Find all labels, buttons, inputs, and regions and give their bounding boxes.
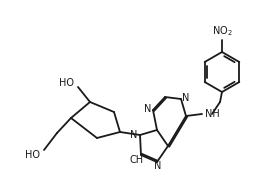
Text: N: N — [154, 161, 162, 171]
Text: CH: CH — [130, 155, 144, 165]
Text: N: N — [144, 104, 152, 114]
Text: NH: NH — [205, 109, 220, 119]
Text: NO$_2$: NO$_2$ — [212, 24, 232, 38]
Text: N: N — [130, 130, 138, 140]
Text: N: N — [182, 93, 190, 103]
Text: HO: HO — [26, 150, 41, 160]
Text: HO: HO — [58, 78, 73, 88]
